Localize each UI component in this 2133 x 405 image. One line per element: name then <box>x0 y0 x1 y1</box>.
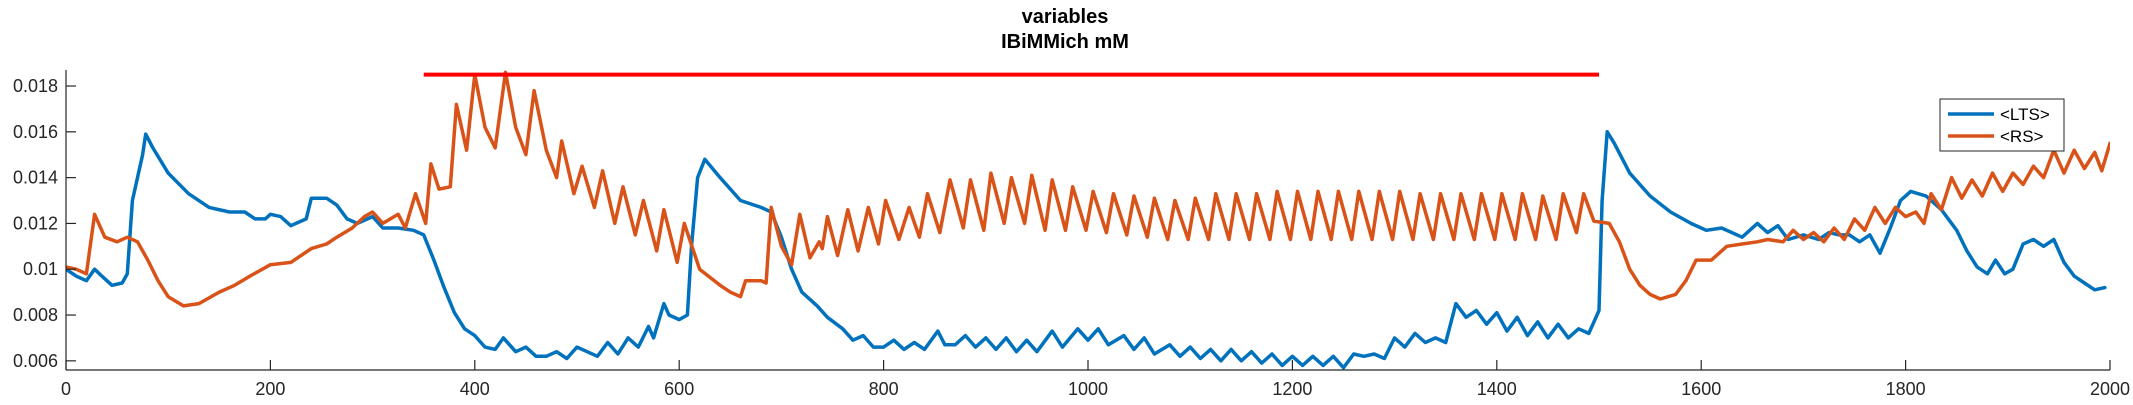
x-tick-label: 1400 <box>1477 379 1517 399</box>
y-tick-label: 0.018 <box>13 76 58 96</box>
y-tick-label: 0.012 <box>13 213 58 233</box>
y-tick-label: 0.006 <box>13 351 58 371</box>
x-tick-label: 400 <box>460 379 490 399</box>
y-tick-label: 0.01 <box>23 259 58 279</box>
legend-box <box>1939 98 2065 152</box>
x-tick-label: 1600 <box>1681 379 1721 399</box>
x-tick-label: 1800 <box>1886 379 1926 399</box>
series-layer <box>66 70 2110 370</box>
x-tick-label: 1000 <box>1068 379 1108 399</box>
x-tick-label: 200 <box>255 379 285 399</box>
axes-layer: 0 200 400 600 800 1000 1200 1400 1600 1800 2000 0.0… <box>13 70 2130 399</box>
x-tick-label: 0 <box>61 379 71 399</box>
y-tick-label: 0.014 <box>13 168 58 188</box>
legend: <LTS> <RS> <box>1939 98 2065 152</box>
x-tick-label: 600 <box>664 379 694 399</box>
legend-label: <RS> <box>2000 127 2044 146</box>
series-line-1 <box>66 70 2110 308</box>
y-tick-label: 0.016 <box>13 122 58 142</box>
x-tick-label: 1200 <box>1272 379 1312 399</box>
legend-label: <LTS> <box>2000 105 2050 124</box>
y-tick-label: 0.008 <box>13 305 58 325</box>
chart-title-line2: IBiMMich mM <box>1001 31 1129 53</box>
x-tick-label: 800 <box>869 379 899 399</box>
x-tick-label: 2000 <box>2090 379 2130 399</box>
chart-title-line1: variables <box>1022 6 1109 28</box>
